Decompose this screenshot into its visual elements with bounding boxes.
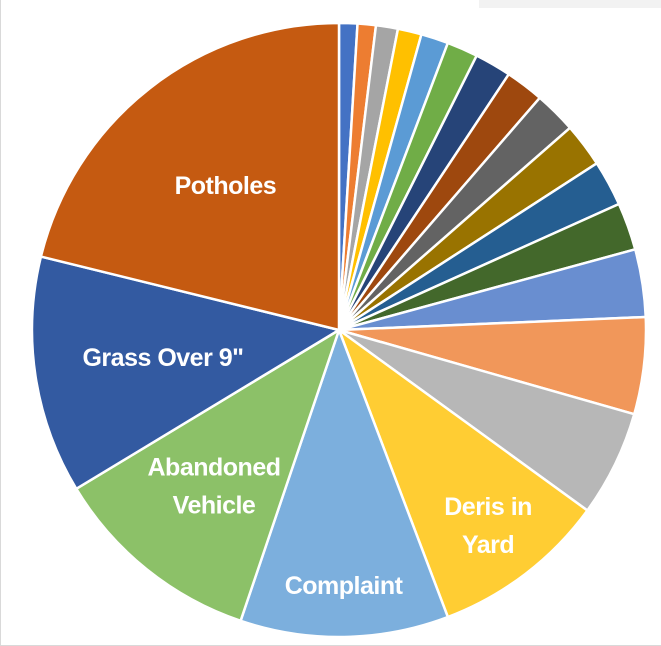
pie-slice-17 bbox=[239, 328, 450, 639]
top-strip bbox=[479, 0, 661, 8]
pie-labels: Deris in Yard Complaint Abandoned Vehicle Gra… bbox=[82, 172, 532, 600]
pie-slice-16 bbox=[337, 328, 589, 619]
slice-label-abandoned-vehicle: Abandoned Vehicle bbox=[148, 454, 281, 520]
pie-slice-19 bbox=[30, 255, 341, 491]
pie-slice-18 bbox=[75, 328, 341, 623]
slice-label-complaint: Complaint bbox=[285, 572, 404, 600]
slice-label-grass-over-9: Grass Over 9" bbox=[82, 344, 243, 372]
slice-label-deris-in-yard: Deris in Yard bbox=[444, 493, 532, 559]
slice-label-potholes: Potholes bbox=[175, 172, 277, 200]
pie-slices bbox=[30, 21, 648, 639]
pie-slice-20 bbox=[39, 21, 341, 332]
